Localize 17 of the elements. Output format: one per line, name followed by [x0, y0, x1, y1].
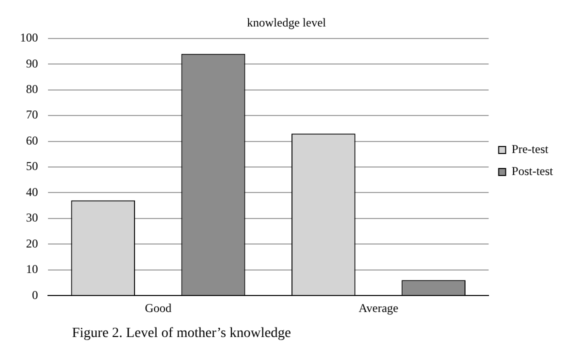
- y-tick-label: 20: [26, 236, 38, 250]
- y-tick-label: 100: [20, 30, 38, 45]
- y-tick-label: 80: [26, 82, 38, 96]
- legend-label: Pre-test: [512, 142, 549, 156]
- y-tick-label: 10: [26, 262, 38, 276]
- caption: Figure 2. Level of mother’s knowledge: [72, 326, 292, 342]
- y-tick-label: 0: [32, 288, 38, 302]
- y-tick-label: 40: [26, 184, 38, 199]
- x-tick-label: Good: [144, 300, 172, 315]
- y-tick-label: 60: [26, 133, 38, 148]
- y-tick-label: 90: [26, 56, 38, 70]
- chart-title: knowledge level: [247, 15, 327, 30]
- y-tick-label: 50: [26, 159, 38, 174]
- x-tick-label: Average: [358, 300, 398, 315]
- legend-label: Post-test: [512, 164, 554, 178]
- y-tick-label: 70: [26, 108, 38, 122]
- y-tick-label: 30: [26, 210, 38, 225]
